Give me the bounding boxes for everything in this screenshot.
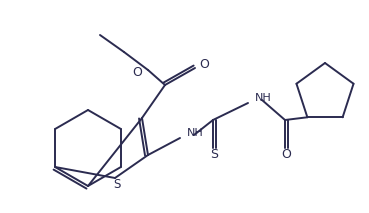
Text: O: O <box>199 59 209 72</box>
Text: O: O <box>281 148 291 161</box>
Text: O: O <box>132 66 142 79</box>
Text: S: S <box>210 148 218 161</box>
Text: NH: NH <box>187 128 204 138</box>
Text: S: S <box>113 178 121 191</box>
Text: NH: NH <box>255 93 272 103</box>
